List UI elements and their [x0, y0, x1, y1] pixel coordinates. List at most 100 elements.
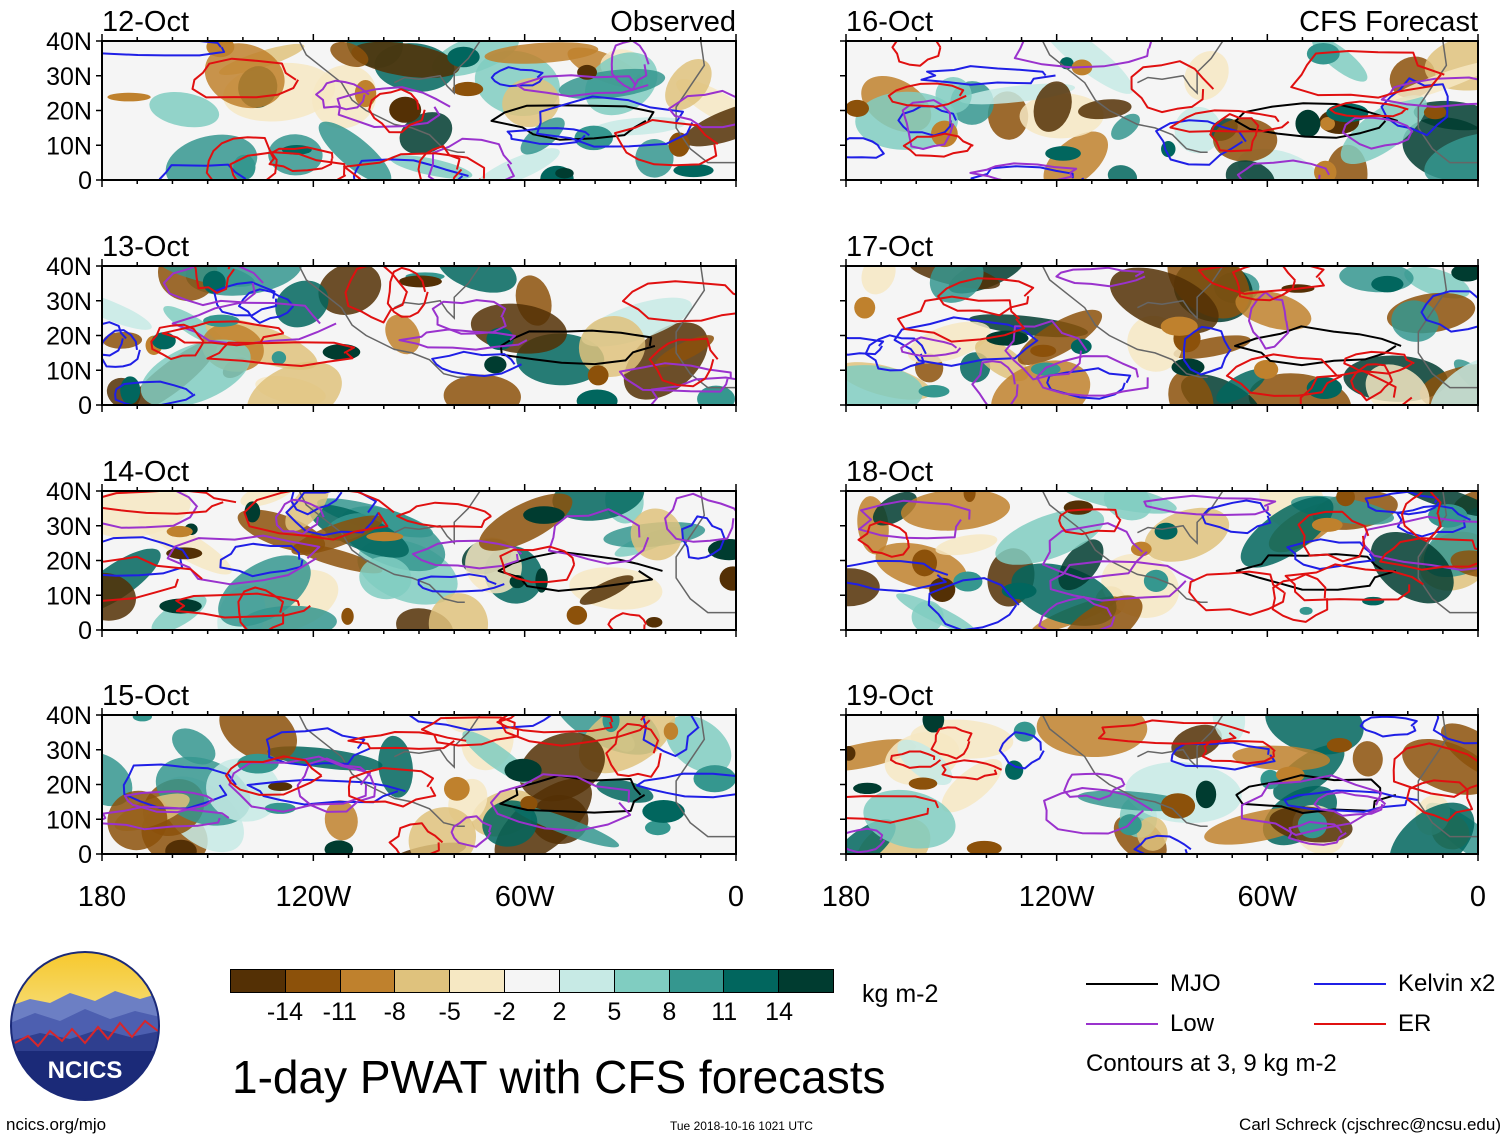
kelvin-contour	[122, 763, 237, 810]
kelvin-contour	[846, 559, 949, 593]
lat-label: 10N	[46, 806, 92, 834]
low-contour	[649, 376, 736, 405]
colorbar-ticks: -14 -11 -8 -5 -2 2 5 8 11 14	[230, 998, 834, 1028]
colorbar	[230, 969, 834, 993]
panel-date: 18-Oct	[846, 456, 933, 488]
anomaly-core	[1295, 109, 1321, 138]
er-contour	[891, 41, 942, 67]
anomaly-core	[663, 722, 679, 740]
anomaly-core	[673, 163, 714, 178]
low-contour	[1004, 319, 1088, 381]
kelvin-contour	[352, 158, 469, 180]
low-contour	[171, 301, 337, 346]
anomaly-core	[271, 351, 287, 365]
er-contour	[605, 722, 662, 778]
lat-label: 0	[78, 167, 92, 195]
mjo-contour	[1235, 553, 1397, 591]
anomaly-blob	[475, 148, 560, 180]
anomaly-core	[1299, 606, 1313, 615]
colorbar-tick-label: 8	[662, 998, 677, 1026]
anomaly-core	[963, 491, 976, 503]
lon-label: 0	[1470, 881, 1486, 910]
lat-label: 40N	[46, 478, 92, 506]
colorbar-tick-label: 11	[711, 998, 738, 1026]
er-contour	[347, 731, 467, 750]
anomaly-blob	[579, 575, 634, 605]
coastline	[394, 715, 481, 769]
anomaly-blob	[1423, 500, 1478, 578]
anomaly-core	[389, 96, 422, 123]
coastline	[1137, 715, 1224, 769]
legend-line-kelvin	[1314, 983, 1386, 985]
anomaly-core	[707, 539, 736, 561]
anomaly-core	[1154, 522, 1178, 540]
anomaly-core	[1013, 721, 1036, 742]
anomaly-blob	[444, 715, 480, 733]
er-contour	[887, 82, 967, 108]
lat-label: 40N	[46, 253, 92, 281]
contour-note: Contours at 3, 9 kg m-2	[1086, 1050, 1337, 1077]
anomaly-core	[1030, 344, 1057, 357]
map-panel-16-Oct: 16-Oct CFS Forecast	[840, 6, 1479, 187]
anomaly-blob	[896, 593, 977, 630]
er-contour	[368, 88, 426, 134]
mjo-contour	[1234, 102, 1398, 139]
er-contour	[229, 151, 347, 180]
anomaly-core	[1118, 814, 1142, 836]
anomaly-blob	[1168, 370, 1214, 405]
anomaly-core	[237, 753, 279, 774]
footer-site: ncics.org/mjo	[6, 1115, 107, 1134]
coastline	[298, 266, 465, 378]
kelvin-contour	[114, 380, 196, 405]
low-contour	[1055, 266, 1146, 288]
low-contour	[1013, 41, 1153, 69]
er-contour	[622, 280, 736, 323]
kelvin-contour	[1432, 715, 1478, 745]
low-contour	[450, 815, 492, 848]
anomaly-blob	[102, 491, 191, 538]
low-contour	[228, 755, 372, 813]
er-contour	[225, 755, 323, 796]
anomaly-core	[268, 782, 293, 792]
er-contour	[175, 592, 311, 619]
anomaly-core	[324, 840, 354, 854]
er-contour	[930, 726, 973, 760]
anomaly-blob	[512, 804, 620, 848]
low-contour	[969, 162, 1078, 180]
coastline	[298, 491, 465, 603]
colorbar-tick-label: -11	[322, 998, 357, 1026]
anomaly-blob	[975, 339, 1029, 382]
anomaly-core	[264, 802, 296, 814]
low-contour	[1313, 791, 1387, 817]
panel-date: 15-Oct	[102, 680, 189, 712]
anomaly-blob	[219, 715, 298, 762]
lat-label: 0	[78, 392, 92, 420]
lat-label: 10N	[46, 357, 92, 385]
low-contour	[901, 99, 955, 150]
anomaly-blob	[1137, 816, 1168, 851]
anomaly-core	[1320, 117, 1335, 131]
anomaly-core	[443, 776, 470, 801]
er-contour	[1406, 779, 1474, 822]
anomaly-core	[576, 389, 618, 405]
map-panel-15-Oct: 40N 30N 20N 10N 0 15-Oct 180 120W 60W 0	[46, 680, 744, 910]
anomaly-blob	[351, 41, 460, 78]
low-contour	[1043, 787, 1153, 835]
lat-label: 0	[78, 617, 92, 645]
legend-label: MJO	[1170, 970, 1221, 997]
er-contour	[206, 341, 355, 367]
kelvin-contour	[1046, 367, 1132, 400]
kelvin-contour	[213, 281, 277, 317]
footer-timestamp: Tue 2018-10-16 1021 UTC	[670, 1119, 813, 1133]
colorbar-tick-label: 2	[552, 998, 567, 1026]
anomaly-core	[535, 568, 548, 593]
legend-label: ER	[1398, 1010, 1432, 1037]
anomaly-blob	[846, 568, 880, 607]
anomaly-blob	[102, 572, 136, 621]
anomaly-core	[398, 275, 442, 288]
er-contour	[396, 501, 492, 528]
kelvin-contour	[490, 66, 544, 88]
er-contour	[1130, 60, 1215, 114]
anomaly-blob	[1352, 741, 1383, 777]
anomaly-core	[1143, 569, 1169, 593]
